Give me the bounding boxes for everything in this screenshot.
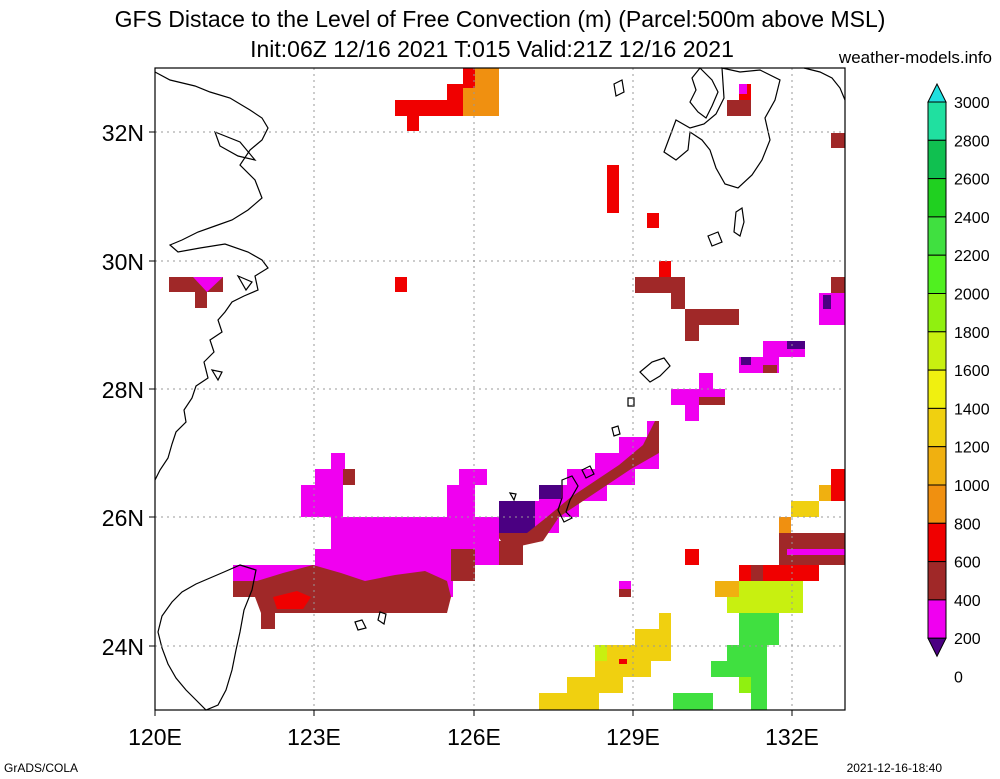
colorbar-segment bbox=[927, 101, 947, 141]
y-tick-label: 30N bbox=[102, 249, 144, 275]
colorbar-segment bbox=[927, 139, 947, 180]
source-site: weather-models.info bbox=[838, 48, 992, 67]
y-tick-label: 28N bbox=[102, 377, 144, 403]
colorbar-segment bbox=[927, 216, 947, 256]
colorbar-label: 2400 bbox=[954, 210, 990, 227]
colorbar-segment bbox=[927, 331, 947, 371]
colorbar-label: 600 bbox=[954, 555, 981, 572]
colorbar-segment bbox=[927, 561, 947, 601]
footer-left: GrADS/COLA bbox=[4, 761, 79, 775]
x-tick-label: 123E bbox=[287, 724, 341, 750]
colorbar-label: 2600 bbox=[954, 172, 990, 189]
y-tick-label: 24N bbox=[102, 634, 144, 660]
colorbar-label: 1400 bbox=[954, 401, 990, 418]
y-tick-label: 26N bbox=[102, 505, 144, 531]
colorbar-label: 1000 bbox=[954, 478, 990, 495]
x-tick-label: 129E bbox=[606, 724, 660, 750]
colorbar-label: 400 bbox=[954, 593, 981, 610]
map-plot: 32N 30N 28N 26N 24N 120E 123E 126E 129E … bbox=[102, 67, 846, 750]
colorbar-segment bbox=[927, 484, 947, 524]
colorbar-label: 3000 bbox=[954, 95, 990, 112]
x-tick-label: 126E bbox=[447, 724, 501, 750]
gridlines bbox=[155, 68, 845, 710]
colorbar-label: 1600 bbox=[954, 363, 990, 380]
colorbar-label: 800 bbox=[954, 516, 981, 533]
coastlines bbox=[154, 67, 846, 711]
colorbar-bottom-arrow bbox=[927, 637, 947, 658]
x-tick-label: 120E bbox=[128, 724, 182, 750]
colorbar-segment bbox=[927, 178, 947, 218]
colorbar-label: 2800 bbox=[954, 133, 990, 150]
colorbar-segment bbox=[927, 446, 947, 486]
colorbar-label: 1200 bbox=[954, 440, 990, 457]
map-subtitle: Init:06Z 12/16 2021 T:015 Valid:21Z 12/1… bbox=[250, 36, 734, 62]
footer-right: 2021-12-16-18:40 bbox=[846, 761, 942, 775]
colorbar-label: 2200 bbox=[954, 248, 990, 265]
map-title: GFS Distace to the Level of Free Convect… bbox=[114, 6, 886, 32]
x-tick-label: 132E bbox=[765, 724, 819, 750]
colorbar-label: 1800 bbox=[954, 325, 990, 342]
colorbar-segment bbox=[927, 407, 947, 448]
colorbar-segment bbox=[927, 369, 947, 409]
axis-ticks bbox=[149, 131, 793, 716]
colorbar-label: 200 bbox=[954, 631, 981, 648]
y-tick-label: 32N bbox=[102, 120, 144, 146]
colorbar-label: 2000 bbox=[954, 287, 990, 304]
colorbar-segment bbox=[927, 254, 947, 294]
colorbar-segment bbox=[927, 522, 947, 563]
colorbar-label: 0 bbox=[954, 670, 963, 687]
colorbar-segment bbox=[927, 293, 947, 333]
colorbar-segment bbox=[927, 599, 947, 639]
colorbar: 3000280026002400220020001800160014001200… bbox=[927, 82, 990, 687]
colorbar-top-arrow bbox=[927, 82, 947, 103]
